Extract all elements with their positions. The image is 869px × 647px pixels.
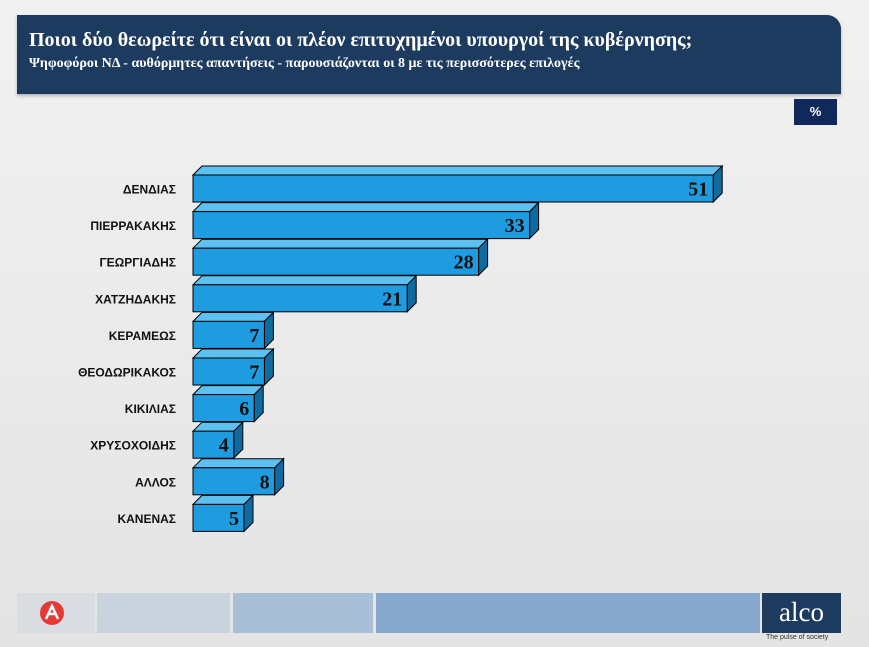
chart-subtitle: Ψηφοφόροι ΝΔ - αυθόρμητες απαντήσεις - π… (29, 56, 580, 71)
category-label: ΔΕΝΔΙΑΣ (123, 183, 176, 197)
bar (192, 357, 265, 386)
bar-top-face (191, 494, 255, 505)
bar (192, 247, 480, 276)
category-label: ΓΕΩΡΓΙΑΔΗΣ (99, 256, 176, 270)
bar (192, 503, 245, 532)
category-label: ΠΙΕΡΡΑΚΑΚΗΣ (90, 219, 176, 233)
bar (192, 284, 408, 313)
bar-top-face (191, 165, 724, 176)
alpha-news-logo (17, 593, 95, 633)
bar-top-face (191, 348, 275, 359)
bar-top-face (191, 385, 265, 396)
bar (192, 320, 265, 349)
bar-top-face (191, 202, 540, 213)
data-label: 4 (219, 435, 229, 457)
bar (192, 174, 714, 203)
bar (192, 467, 276, 496)
data-label: 7 (249, 325, 259, 347)
alco-brand: alco (779, 597, 824, 627)
data-label: 33 (505, 215, 525, 237)
bar-chart: 51 ΔΕΝΔΙΑΣ 33 ΠΙΕΡΡΑΚΑΚΗΣ 28 ΓΕΩΡΓΙΑΔΗΣ 21 ΧΑΤΖ… (78, 164, 724, 533)
category-label: ΧΑΤΖΗΔΑΚΗΣ (95, 292, 176, 306)
category-label: ΚΙΚΙΛΙΑΣ (125, 402, 176, 416)
alco-logo: alco (762, 593, 841, 633)
unit-badge: % (794, 99, 837, 125)
data-label: 5 (229, 508, 239, 530)
footer-strip (233, 593, 373, 633)
data-label: 8 (260, 471, 270, 493)
bar (192, 430, 235, 459)
data-label: 21 (382, 288, 402, 310)
bar (192, 211, 531, 240)
bar-top-face (191, 275, 418, 286)
category-label: ΚΑΝΕΝΑΣ (117, 512, 176, 526)
bar-top-face (191, 311, 275, 322)
footer-strip (97, 593, 230, 633)
bar (192, 394, 255, 423)
footer-strip (376, 593, 760, 633)
category-label: ΧΡΥΣΟΧΟΙΔΗΣ (90, 439, 176, 453)
data-label: 7 (249, 362, 259, 384)
alpha-news-logo-icon (40, 601, 64, 625)
header-banner: Ποιοι δύο θεωρείτε ότι είναι οι πλέον επ… (17, 15, 841, 94)
data-label: 28 (454, 252, 474, 274)
alco-tagline: The pulse of society (766, 634, 829, 641)
category-label: ΚΕΡΑΜΕΩΣ (109, 329, 176, 343)
data-label: 51 (688, 179, 708, 201)
data-label: 6 (239, 398, 249, 420)
bar-top-face (191, 238, 489, 249)
category-label: ΑΛΛΟΣ (135, 475, 176, 489)
chart-title: Ποιοι δύο θεωρείτε ότι είναι οι πλέον επ… (29, 29, 693, 51)
category-label: ΘΕΟΔΩΡΙΚΑΚΟΣ (78, 366, 176, 380)
bar-top-face (191, 458, 285, 469)
